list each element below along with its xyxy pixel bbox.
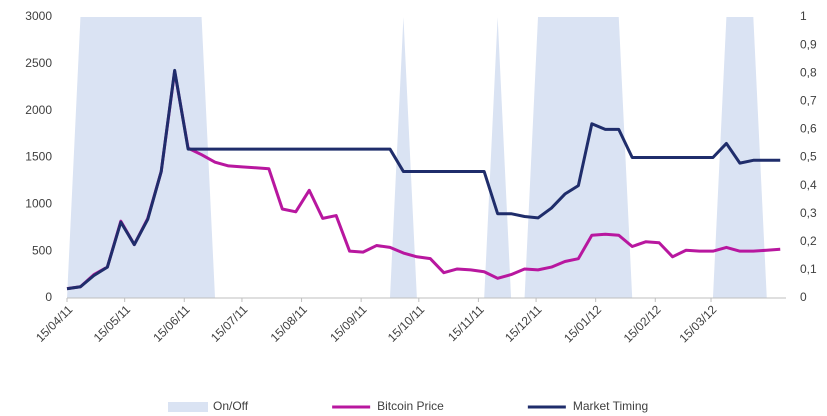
x-tick-label: 15/03/12 [676, 302, 719, 345]
y2-tick-label: 0,2 [800, 234, 817, 248]
legend-item: Bitcoin Price [332, 399, 444, 413]
y2-tick-label: 0,5 [800, 150, 817, 164]
y2-tick-label: 0 [800, 290, 807, 304]
y2-tick-label: 1 [800, 9, 807, 23]
y-tick-label: 3000 [25, 9, 52, 23]
legend-label: Bitcoin Price [377, 399, 444, 413]
legend-item: On/Off [168, 399, 249, 413]
x-tick-label: 15/02/12 [621, 302, 664, 345]
x-tick-label: 15/08/11 [268, 302, 311, 345]
y-tick-label: 2500 [25, 56, 52, 70]
y2-tick-label: 0,9 [800, 37, 817, 51]
x-tick-label: 15/12/11 [502, 302, 545, 345]
legend: On/Off Bitcoin Price Market Timing [168, 399, 648, 413]
y-tick-label: 500 [32, 243, 52, 257]
x-tick-label: 15/06/11 [150, 302, 193, 345]
y2-tick-label: 0,1 [800, 262, 817, 276]
legend-label: Market Timing [573, 399, 648, 413]
area [67, 17, 781, 298]
y2-tick-label: 0,7 [800, 93, 817, 107]
y-tick-label: 1500 [25, 150, 52, 164]
y-tick-label: 0 [45, 290, 52, 304]
legend-label: On/Off [213, 399, 249, 413]
x-tick-label: 15/05/11 [91, 302, 134, 345]
x-tick-label: 15/01/12 [561, 302, 604, 345]
y2-tick-label: 0,8 [800, 65, 817, 79]
y2-tick-label: 0,3 [800, 206, 817, 220]
x-tick-label: 15/04/11 [33, 302, 76, 345]
line [66, 68, 781, 291]
x-tick-label: 15/11/11 [445, 302, 487, 344]
y-tick-label: 1000 [25, 197, 52, 211]
y2-tick-label: 0,4 [800, 178, 817, 192]
y2-tick-label: 0,6 [800, 122, 817, 136]
x-tick-label: 15/10/11 [385, 302, 428, 345]
y-tick-label: 2000 [25, 103, 52, 117]
legend-item: Market Timing [527, 399, 648, 413]
legend-swatch [168, 402, 208, 412]
x-tick-label: 15/07/11 [208, 302, 251, 345]
x-tick-label: 15/09/11 [327, 302, 370, 345]
